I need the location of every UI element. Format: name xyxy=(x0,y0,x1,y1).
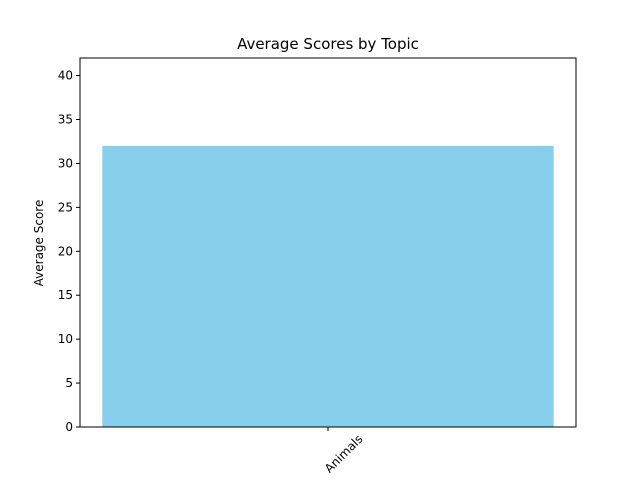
y-tick-label: 30 xyxy=(58,156,73,170)
y-tick-label: 35 xyxy=(58,113,73,127)
y-axis-label: Average Score xyxy=(32,200,46,287)
bar-animals xyxy=(102,145,554,427)
y-tick-label: 5 xyxy=(65,376,73,390)
y-ticks: 0 5 10 15 20 25 30 35 40 xyxy=(58,69,80,434)
y-tick-label: 10 xyxy=(58,332,73,346)
chart-title: Average Scores by Topic xyxy=(237,35,419,53)
bars-layer xyxy=(102,145,554,427)
x-tick-label: Animals xyxy=(322,432,366,476)
y-tick-label: 25 xyxy=(58,200,73,214)
y-tick-label: 40 xyxy=(58,69,73,83)
y-tick-label: 0 xyxy=(65,420,73,434)
plot-frame xyxy=(79,57,577,428)
y-tick-label: 20 xyxy=(58,244,73,258)
x-ticks: Animals xyxy=(322,427,366,476)
y-tick-label: 15 xyxy=(58,288,73,302)
